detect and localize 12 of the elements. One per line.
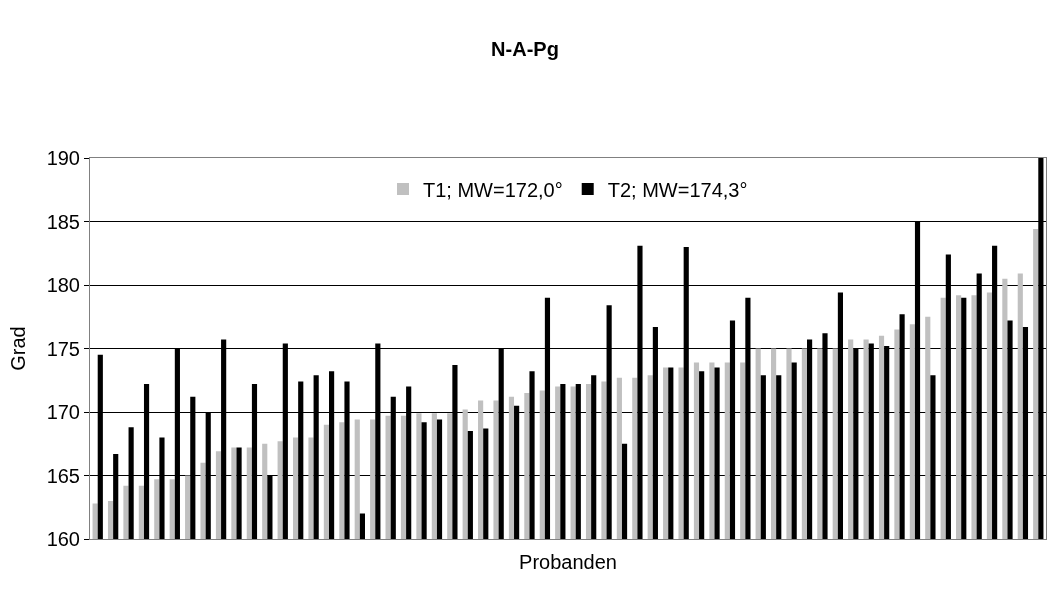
y-tick-label: 160 (46, 528, 80, 550)
y-tick-label: 180 (46, 274, 80, 296)
y-axis-title: Grad (7, 326, 30, 371)
y-tick-label: 170 (46, 401, 80, 423)
legend-label: T1; MW=172,0° (423, 178, 563, 201)
y-tick-label: 185 (46, 210, 80, 233)
x-axis-title: Probanden (519, 550, 617, 573)
legend-label: T2; MW=174,3° (607, 178, 748, 201)
y-tick-label: 175 (46, 337, 80, 360)
y-tick-label: 165 (46, 464, 80, 487)
y-tick-label: 190 (46, 147, 80, 169)
chart-title: N-A-Pg (491, 37, 559, 60)
